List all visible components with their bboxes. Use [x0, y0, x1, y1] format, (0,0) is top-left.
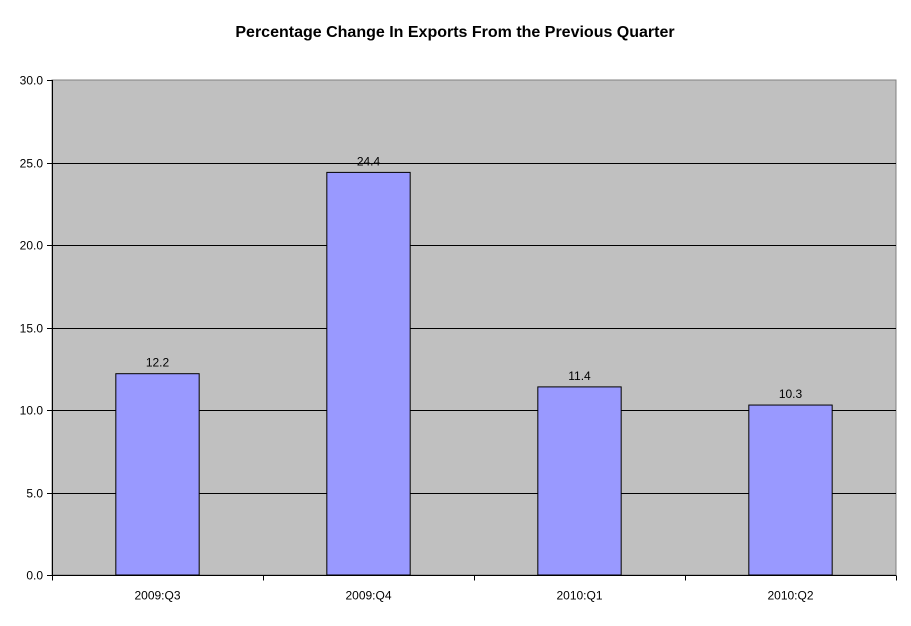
x-axis: 2009:Q3 2009:Q4 2010:Q1 2010:Q2	[52, 575, 897, 603]
bar-2010-q2	[748, 404, 833, 576]
value-labels: 12.2 24.4 11.4 10.3	[146, 154, 803, 401]
y-tick-label: 10.0	[20, 404, 44, 418]
y-axis: 0.0 5.0 10.0 15.0 20.0 25.0 30.0	[20, 74, 53, 583]
y-tick-label: 5.0	[26, 487, 43, 501]
data-label: 10.3	[779, 387, 803, 401]
x-tick-label: 2010:Q1	[556, 589, 602, 603]
bars	[115, 171, 833, 576]
y-tick-label: 0.0	[26, 569, 43, 583]
y-tick-label: 30.0	[20, 74, 44, 88]
data-label: 12.2	[146, 356, 170, 370]
x-tick-label: 2009:Q4	[345, 589, 391, 603]
bar-2009-q4	[326, 171, 411, 576]
x-tick-label: 2010:Q2	[767, 589, 813, 603]
y-tick-label: 20.0	[20, 239, 44, 253]
data-label: 24.4	[357, 154, 381, 168]
data-label: 11.4	[568, 369, 591, 383]
x-tick-label: 2009:Q3	[134, 589, 180, 603]
bar-2009-q3	[115, 373, 200, 576]
bar-2010-q1	[537, 386, 622, 576]
chart-title: Percentage Change In Exports From the Pr…	[235, 24, 674, 41]
y-tick-label: 25.0	[20, 157, 44, 171]
y-tick-label: 15.0	[20, 322, 44, 336]
